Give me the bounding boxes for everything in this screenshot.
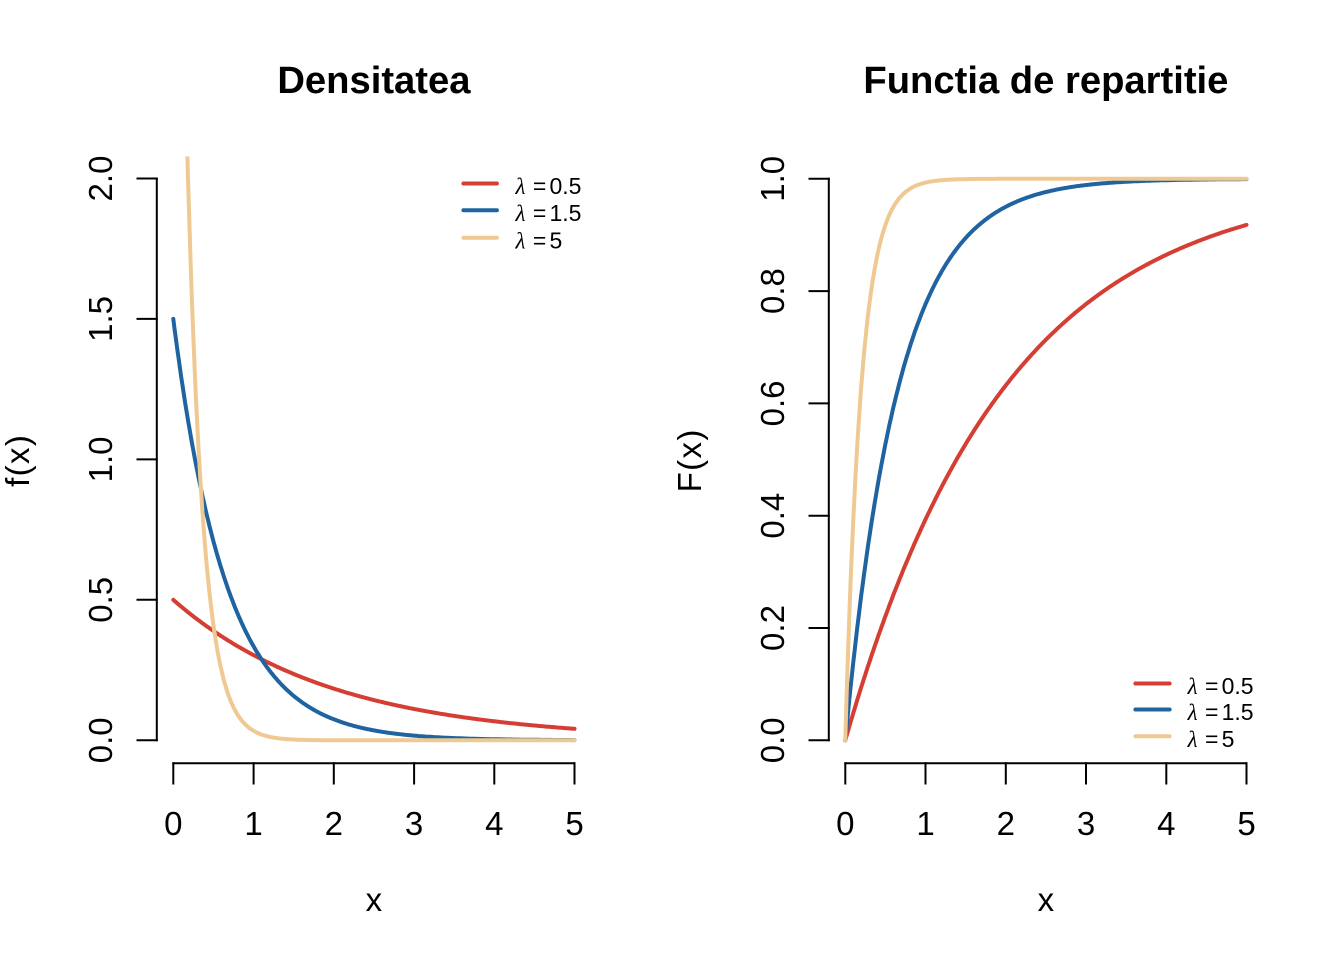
svg-text:5: 5 <box>565 805 583 842</box>
svg-text:2.0: 2.0 <box>82 156 119 202</box>
svg-text:4: 4 <box>485 805 503 842</box>
svg-text:λ: λ <box>1187 727 1198 752</box>
svg-text:0.6: 0.6 <box>754 380 791 426</box>
svg-text:2: 2 <box>997 805 1015 842</box>
svg-text:x: x <box>366 881 383 918</box>
svg-text:1: 1 <box>916 805 934 842</box>
svg-text:0.5: 0.5 <box>1222 673 1254 699</box>
svg-text:0.0: 0.0 <box>754 717 791 763</box>
svg-text:λ: λ <box>1187 674 1198 699</box>
svg-text:3: 3 <box>405 805 423 842</box>
svg-text:1.0: 1.0 <box>82 436 119 482</box>
svg-text:0: 0 <box>836 805 854 842</box>
svg-text:5: 5 <box>1222 726 1235 752</box>
svg-text:x: x <box>1038 881 1055 918</box>
svg-text:1.5: 1.5 <box>550 200 582 226</box>
svg-text:1.5: 1.5 <box>1222 699 1254 725</box>
svg-text:=: = <box>1205 726 1218 752</box>
svg-text:5: 5 <box>550 227 563 253</box>
svg-text:2: 2 <box>325 805 343 842</box>
svg-text:=: = <box>1205 699 1218 725</box>
svg-text:λ: λ <box>515 174 526 199</box>
svg-text:Densitatea: Densitatea <box>277 59 471 102</box>
svg-text:0.2: 0.2 <box>754 605 791 651</box>
svg-text:λ: λ <box>1187 700 1198 725</box>
svg-text:λ: λ <box>515 228 526 253</box>
svg-text:3: 3 <box>1077 805 1095 842</box>
svg-text:F(x): F(x) <box>671 428 708 492</box>
svg-text:4: 4 <box>1157 805 1175 842</box>
svg-text:0.8: 0.8 <box>754 268 791 314</box>
svg-text:0.0: 0.0 <box>82 717 119 763</box>
svg-text:1.0: 1.0 <box>754 156 791 202</box>
svg-text:0.5: 0.5 <box>550 173 582 199</box>
svg-text:0: 0 <box>164 805 182 842</box>
svg-text:=: = <box>533 227 546 253</box>
svg-text:5: 5 <box>1237 805 1255 842</box>
svg-text:f(x): f(x) <box>0 434 36 487</box>
svg-text:Functia de repartitie: Functia de repartitie <box>863 59 1228 102</box>
svg-text:0.5: 0.5 <box>82 577 119 623</box>
svg-text:=: = <box>1205 673 1218 699</box>
svg-text:=: = <box>533 173 546 199</box>
svg-text:=: = <box>533 200 546 226</box>
svg-text:1.5: 1.5 <box>82 296 119 342</box>
svg-text:0.4: 0.4 <box>754 493 791 539</box>
svg-text:λ: λ <box>515 201 526 226</box>
svg-text:1: 1 <box>244 805 262 842</box>
